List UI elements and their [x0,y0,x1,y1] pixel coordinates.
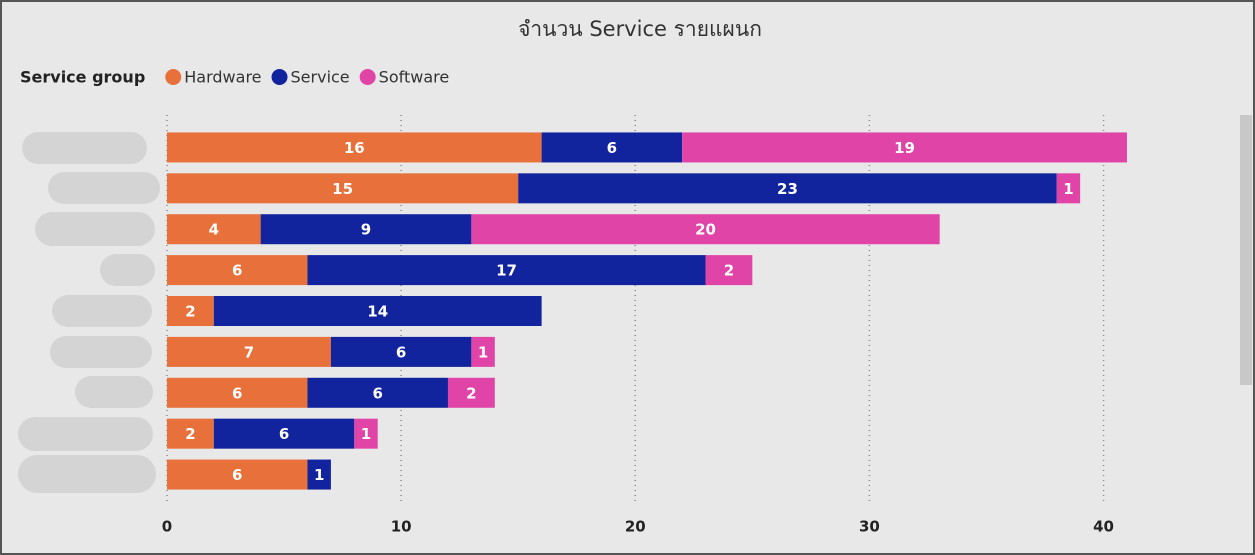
data-label: 6 [232,466,242,484]
bar-segment [167,255,308,286]
bar-segment [471,214,940,245]
bar-segment [447,377,495,408]
data-label: 17 [496,262,517,280]
bar-segment [1056,173,1081,204]
data-label: 19 [894,139,915,157]
bar-segment [307,377,448,408]
data-label: 15 [332,180,353,198]
bar-segment [167,377,308,408]
data-label: 1 [1063,180,1073,198]
data-label: 4 [209,221,219,239]
x-tick-label: 30 [859,518,880,536]
data-label: 9 [361,221,371,239]
data-label: 14 [367,303,388,321]
data-label: 1 [478,343,488,361]
bar-segment [213,296,542,326]
legend-marker [165,69,182,85]
data-label: 23 [777,180,798,198]
data-label: 7 [244,343,254,361]
bar-segment [307,255,706,286]
bar-segment [167,336,331,367]
bar-segment [167,214,261,245]
bar-segment [167,296,214,326]
bar-segment [167,132,542,163]
bar-segment [682,132,1127,163]
x-tick-label: 10 [391,518,412,536]
data-label: 6 [232,262,242,280]
data-label: 2 [185,303,195,321]
legend-label: Service [291,68,350,87]
bar-segment [307,459,331,490]
bar-segment [167,418,214,449]
data-label: 20 [695,221,716,239]
bar-segment [167,459,308,490]
legend-marker [359,69,376,85]
bar-segment [541,132,683,163]
x-tick-label: 0 [162,518,172,536]
legend-label: Software [379,68,450,87]
data-label: 2 [185,425,195,443]
data-label: 1 [361,425,371,443]
x-tick-label: 40 [1093,518,1114,536]
x-tick-label: 20 [625,518,646,536]
data-label: 6 [279,425,289,443]
hidden-labels [18,132,160,493]
bar-segment [471,336,495,367]
data-label: 6 [232,384,242,402]
data-label: 6 [373,384,383,402]
bar-segment [705,255,753,286]
bar-segment [260,214,472,245]
scrollbar[interactable] [1240,115,1252,385]
data-label: 16 [344,139,365,157]
data-label: 2 [466,384,476,402]
bar-segment [354,418,378,449]
chart-title: จำนวน Service รายแผนก [518,17,762,41]
legend-title: Service group [20,68,145,87]
bar-segment [167,173,519,204]
legend-marker [271,69,288,85]
legend-label: Hardware [184,68,261,87]
data-label: 6 [396,343,406,361]
data-label: 1 [314,466,324,484]
data-label: 2 [724,262,734,280]
bar-segment [330,336,472,367]
bar-segment [518,173,1057,204]
data-label: 6 [607,139,617,157]
bar-segment [213,418,355,449]
